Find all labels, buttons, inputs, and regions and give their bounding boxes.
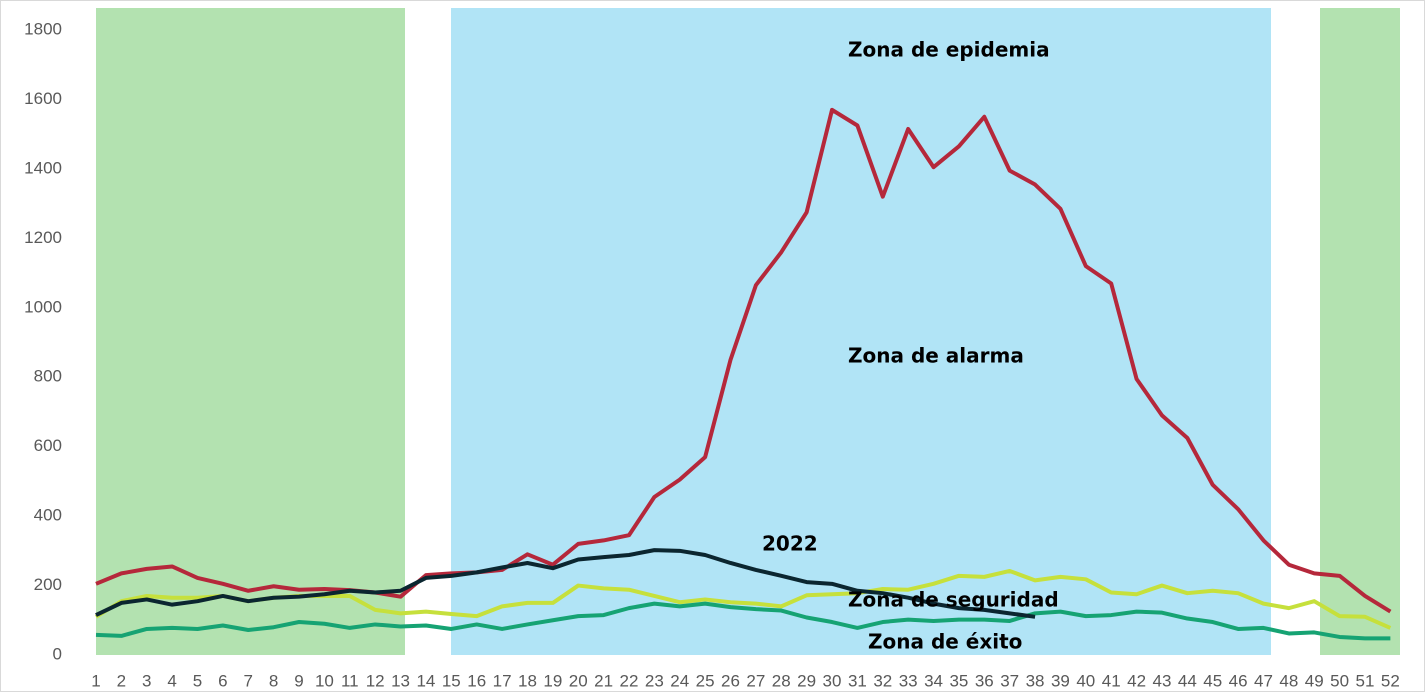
- annotation: Zona de alarma: [848, 344, 1024, 368]
- series-line: [95, 107, 1392, 614]
- x-tick-label: 21: [594, 671, 613, 690]
- x-tick-label: 4: [167, 671, 176, 690]
- x-tick-label: 28: [772, 671, 791, 690]
- zone-band: [451, 8, 1271, 655]
- zone-band: [96, 8, 405, 655]
- x-tick-label: 36: [975, 671, 994, 690]
- x-tick-label: 11: [341, 671, 359, 690]
- x-tick-label: 15: [442, 671, 461, 690]
- x-tick-label: 2: [117, 671, 126, 690]
- x-tick-label: 41: [1102, 671, 1121, 690]
- y-tick-label: 400: [34, 506, 62, 525]
- x-tick-label: 50: [1330, 671, 1349, 690]
- x-tick-label: 40: [1076, 671, 1095, 690]
- x-tick-label: 19: [543, 671, 562, 690]
- x-tick-label: 31: [848, 671, 867, 690]
- x-tick-label: 29: [797, 671, 816, 690]
- series-line: [95, 548, 1036, 619]
- x-tick-label: 18: [518, 671, 537, 690]
- x-tick-label: 27: [746, 671, 765, 690]
- x-tick-label: 51: [1356, 671, 1375, 690]
- y-tick-label: 600: [34, 436, 62, 455]
- x-tick-label: 3: [142, 671, 151, 690]
- x-tick-label: 33: [899, 671, 918, 690]
- y-tick-label: 200: [34, 575, 62, 594]
- y-tick-label: 1400: [24, 158, 62, 177]
- x-tick-label: 6: [218, 671, 227, 690]
- x-tick-label: 17: [493, 671, 512, 690]
- x-tick-label: 30: [823, 671, 842, 690]
- x-tick-label: 45: [1203, 671, 1222, 690]
- x-tick-label: 34: [924, 671, 943, 690]
- x-tick-label: 48: [1279, 671, 1298, 690]
- y-tick-label: 1200: [24, 228, 62, 247]
- x-tick-label: 24: [670, 671, 689, 690]
- zone-band: [1320, 8, 1400, 655]
- y-tick-label: 0: [53, 644, 62, 663]
- x-tick-label: 43: [1152, 671, 1171, 690]
- y-tick-label: 800: [34, 367, 62, 386]
- y-tick-label: 1800: [24, 19, 62, 38]
- x-tick-label: 9: [294, 671, 303, 690]
- x-tick-label: 1: [91, 671, 100, 690]
- x-tick-label: 44: [1178, 671, 1197, 690]
- annotation: Zona de epidemia: [848, 38, 1050, 62]
- x-tick-label: 10: [315, 671, 334, 690]
- x-tick-label: 14: [416, 671, 435, 690]
- x-tick-label: 13: [391, 671, 410, 690]
- x-tick-label: 47: [1254, 671, 1273, 690]
- series-line: [95, 601, 1391, 641]
- x-tick-label: 12: [366, 671, 385, 690]
- x-tick-label: 38: [1026, 671, 1045, 690]
- annotation: Zona de seguridad: [848, 588, 1059, 612]
- x-tick-label: 37: [1000, 671, 1019, 690]
- x-tick-label: 7: [244, 671, 253, 690]
- x-tick-label: 35: [949, 671, 968, 690]
- x-tick-label: 25: [696, 671, 715, 690]
- y-tick-label: 1000: [24, 297, 62, 316]
- x-tick-label: 49: [1305, 671, 1324, 690]
- x-tick-label: 23: [645, 671, 664, 690]
- x-tick-label: 26: [721, 671, 740, 690]
- x-tick-label: 16: [467, 671, 486, 690]
- x-tick-label: 20: [569, 671, 588, 690]
- x-tick-label: 52: [1381, 671, 1400, 690]
- x-tick-label: 5: [193, 671, 202, 690]
- annotation: 2022: [762, 532, 818, 556]
- x-tick-label: 22: [620, 671, 639, 690]
- annotation: Zona de éxito: [868, 630, 1022, 654]
- y-tick-label: 1600: [24, 89, 62, 108]
- x-tick-label: 39: [1051, 671, 1070, 690]
- x-tick-label: 46: [1229, 671, 1248, 690]
- x-tick-label: 8: [269, 671, 278, 690]
- x-tick-label: 42: [1127, 671, 1146, 690]
- x-tick-label: 32: [873, 671, 892, 690]
